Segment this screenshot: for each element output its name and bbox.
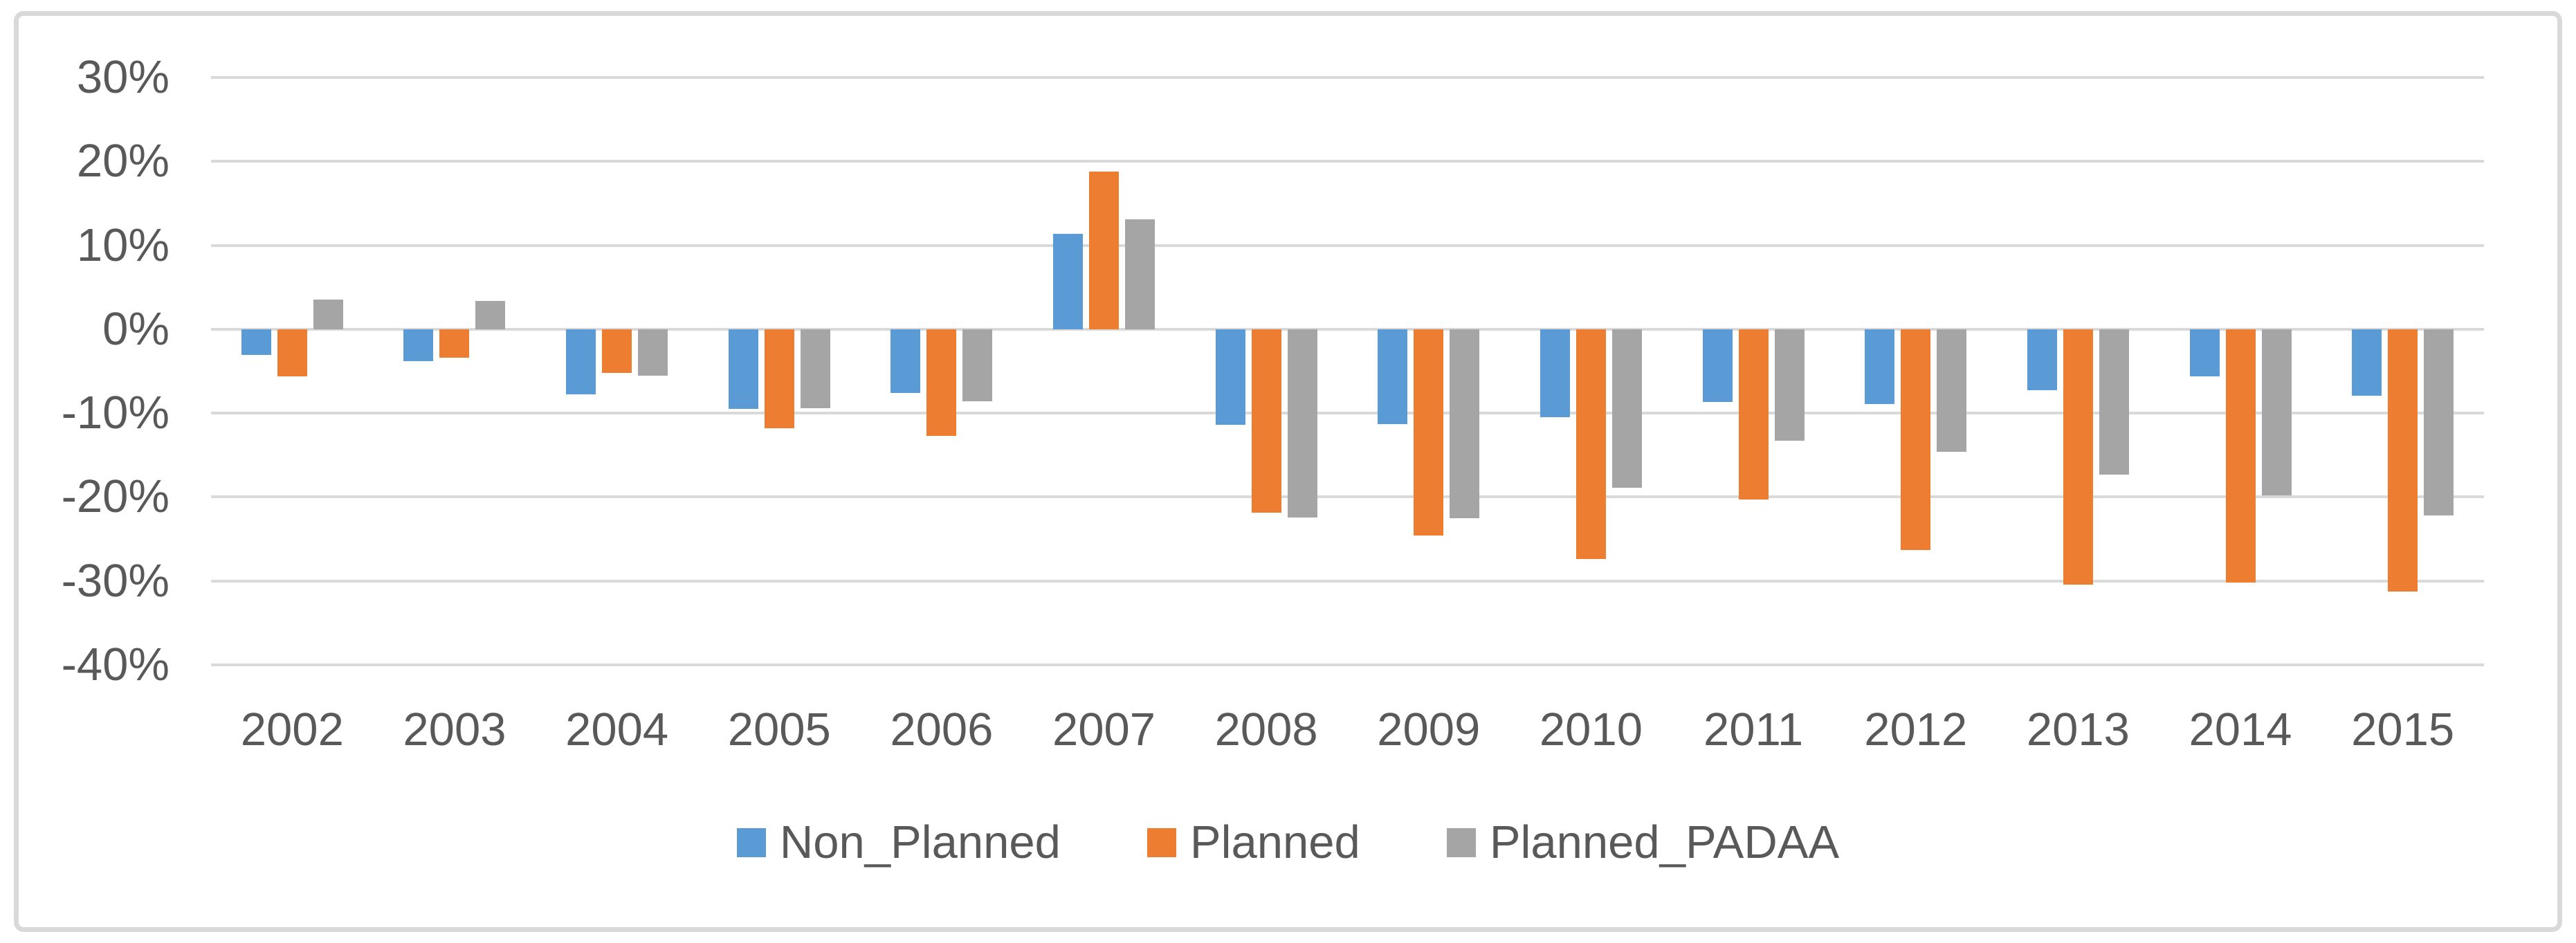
y-axis-tick-label: 10% bbox=[76, 219, 170, 271]
bar-2002-planned bbox=[277, 329, 307, 376]
legend-item-non-planned: Non_Planned bbox=[736, 815, 1061, 870]
bar-2006-planned bbox=[926, 329, 957, 436]
bar-2014-planned bbox=[2225, 329, 2256, 583]
legend-label-planned: Planned bbox=[1189, 816, 1360, 868]
gridline-0 bbox=[211, 327, 2484, 331]
bar-2004-non_planned bbox=[566, 329, 596, 395]
legend-label-non-planned: Non_Planned bbox=[779, 816, 1061, 868]
bar-2010-planned bbox=[1575, 329, 1606, 560]
bar-2013-non_planned bbox=[2027, 329, 2057, 391]
bar-2003-non_planned bbox=[403, 329, 434, 361]
bar-2006-planned_padaa bbox=[962, 329, 993, 402]
x-axis-label-2014: 2014 bbox=[2189, 704, 2292, 756]
bar-2002-non_planned bbox=[241, 329, 271, 356]
legend-item-planned-padaa: Planned_PADAA bbox=[1446, 815, 1840, 870]
x-axis-label-2013: 2013 bbox=[2026, 704, 2130, 756]
gridline--30 bbox=[211, 579, 2484, 583]
bar-2012-planned_padaa bbox=[1937, 329, 1967, 452]
bar-2004-planned_padaa bbox=[638, 329, 668, 376]
bar-2011-non_planned bbox=[1702, 329, 1733, 403]
gridline-10 bbox=[211, 244, 2484, 247]
x-axis-label-2012: 2012 bbox=[1864, 704, 1968, 756]
gridline--40 bbox=[211, 663, 2484, 666]
bar-2014-non_planned bbox=[2189, 329, 2220, 376]
x-axis-label-2015: 2015 bbox=[2351, 704, 2455, 756]
x-axis-label-2007: 2007 bbox=[1052, 704, 1156, 756]
bar-2010-planned_padaa bbox=[1611, 329, 1642, 488]
bar-2015-planned bbox=[2388, 329, 2418, 592]
bar-2007-planned_padaa bbox=[1125, 219, 1155, 329]
bar-2008-planned_padaa bbox=[1287, 329, 1317, 518]
bar-2008-non_planned bbox=[1215, 329, 1245, 425]
bar-2002-planned_padaa bbox=[313, 300, 343, 329]
bar-2009-non_planned bbox=[1378, 329, 1408, 424]
legend-item-planned: Planned bbox=[1147, 815, 1360, 870]
x-axis-label-2006: 2006 bbox=[890, 704, 994, 756]
x-axis-label-2009: 2009 bbox=[1377, 704, 1481, 756]
legend-swatch-planned-padaa bbox=[1446, 828, 1476, 857]
bar-2005-planned bbox=[764, 329, 794, 428]
bar-2005-non_planned bbox=[728, 329, 758, 410]
y-axis-tick-label: -30% bbox=[61, 554, 170, 607]
gridline-20 bbox=[211, 160, 2484, 163]
y-axis-tick-label: 20% bbox=[76, 135, 170, 187]
bar-2015-non_planned bbox=[2352, 329, 2382, 396]
y-axis-tick-label: -20% bbox=[61, 470, 170, 523]
bar-2003-planned bbox=[439, 329, 470, 358]
y-axis-tick-label: -10% bbox=[61, 387, 170, 439]
bar-2006-non_planned bbox=[890, 329, 921, 394]
legend-swatch-planned bbox=[1147, 828, 1176, 857]
x-axis-label-2002: 2002 bbox=[240, 704, 344, 756]
bar-2013-planned bbox=[2063, 329, 2093, 585]
y-axis-tick-label: 0% bbox=[102, 302, 170, 355]
y-axis-tick-label: 30% bbox=[76, 51, 170, 103]
bar-2009-planned_padaa bbox=[1450, 329, 1480, 518]
bar-2013-planned_padaa bbox=[2099, 329, 2129, 475]
gridline--20 bbox=[211, 495, 2484, 499]
x-axis-label-2005: 2005 bbox=[727, 704, 831, 756]
bar-2012-non_planned bbox=[1865, 329, 1895, 404]
x-axis-label-2010: 2010 bbox=[1539, 704, 1643, 756]
bar-2012-planned bbox=[1901, 329, 1931, 550]
x-axis-label-2011: 2011 bbox=[1703, 704, 1804, 756]
y-axis-tick-label: -40% bbox=[61, 639, 170, 690]
bar-2015-planned_padaa bbox=[2424, 329, 2454, 516]
gridline--10 bbox=[211, 412, 2484, 415]
bar-2011-planned_padaa bbox=[1774, 329, 1805, 441]
bar-2014-planned_padaa bbox=[2261, 329, 2292, 495]
bar-2010-non_planned bbox=[1540, 329, 1570, 418]
legend: Non_Planned Planned Planned_PADAA bbox=[0, 815, 2576, 870]
x-axis-label-2004: 2004 bbox=[565, 704, 669, 756]
bar-2008-planned bbox=[1251, 329, 1281, 513]
legend-label-planned-padaa: Planned_PADAA bbox=[1489, 816, 1840, 868]
bar-2003-planned_padaa bbox=[475, 300, 506, 329]
legend-swatch-non-planned bbox=[736, 828, 766, 857]
bar-2009-planned bbox=[1414, 329, 1444, 536]
bar-2011-planned bbox=[1738, 329, 1769, 500]
bar-2007-planned bbox=[1089, 171, 1120, 329]
bar-2007-non_planned bbox=[1053, 233, 1084, 329]
x-axis-label-2008: 2008 bbox=[1214, 704, 1318, 756]
bar-2004-planned bbox=[602, 329, 632, 373]
gridline-30 bbox=[211, 76, 2484, 79]
x-axis-label-2003: 2003 bbox=[403, 704, 506, 756]
bar-2005-planned_padaa bbox=[800, 329, 830, 408]
